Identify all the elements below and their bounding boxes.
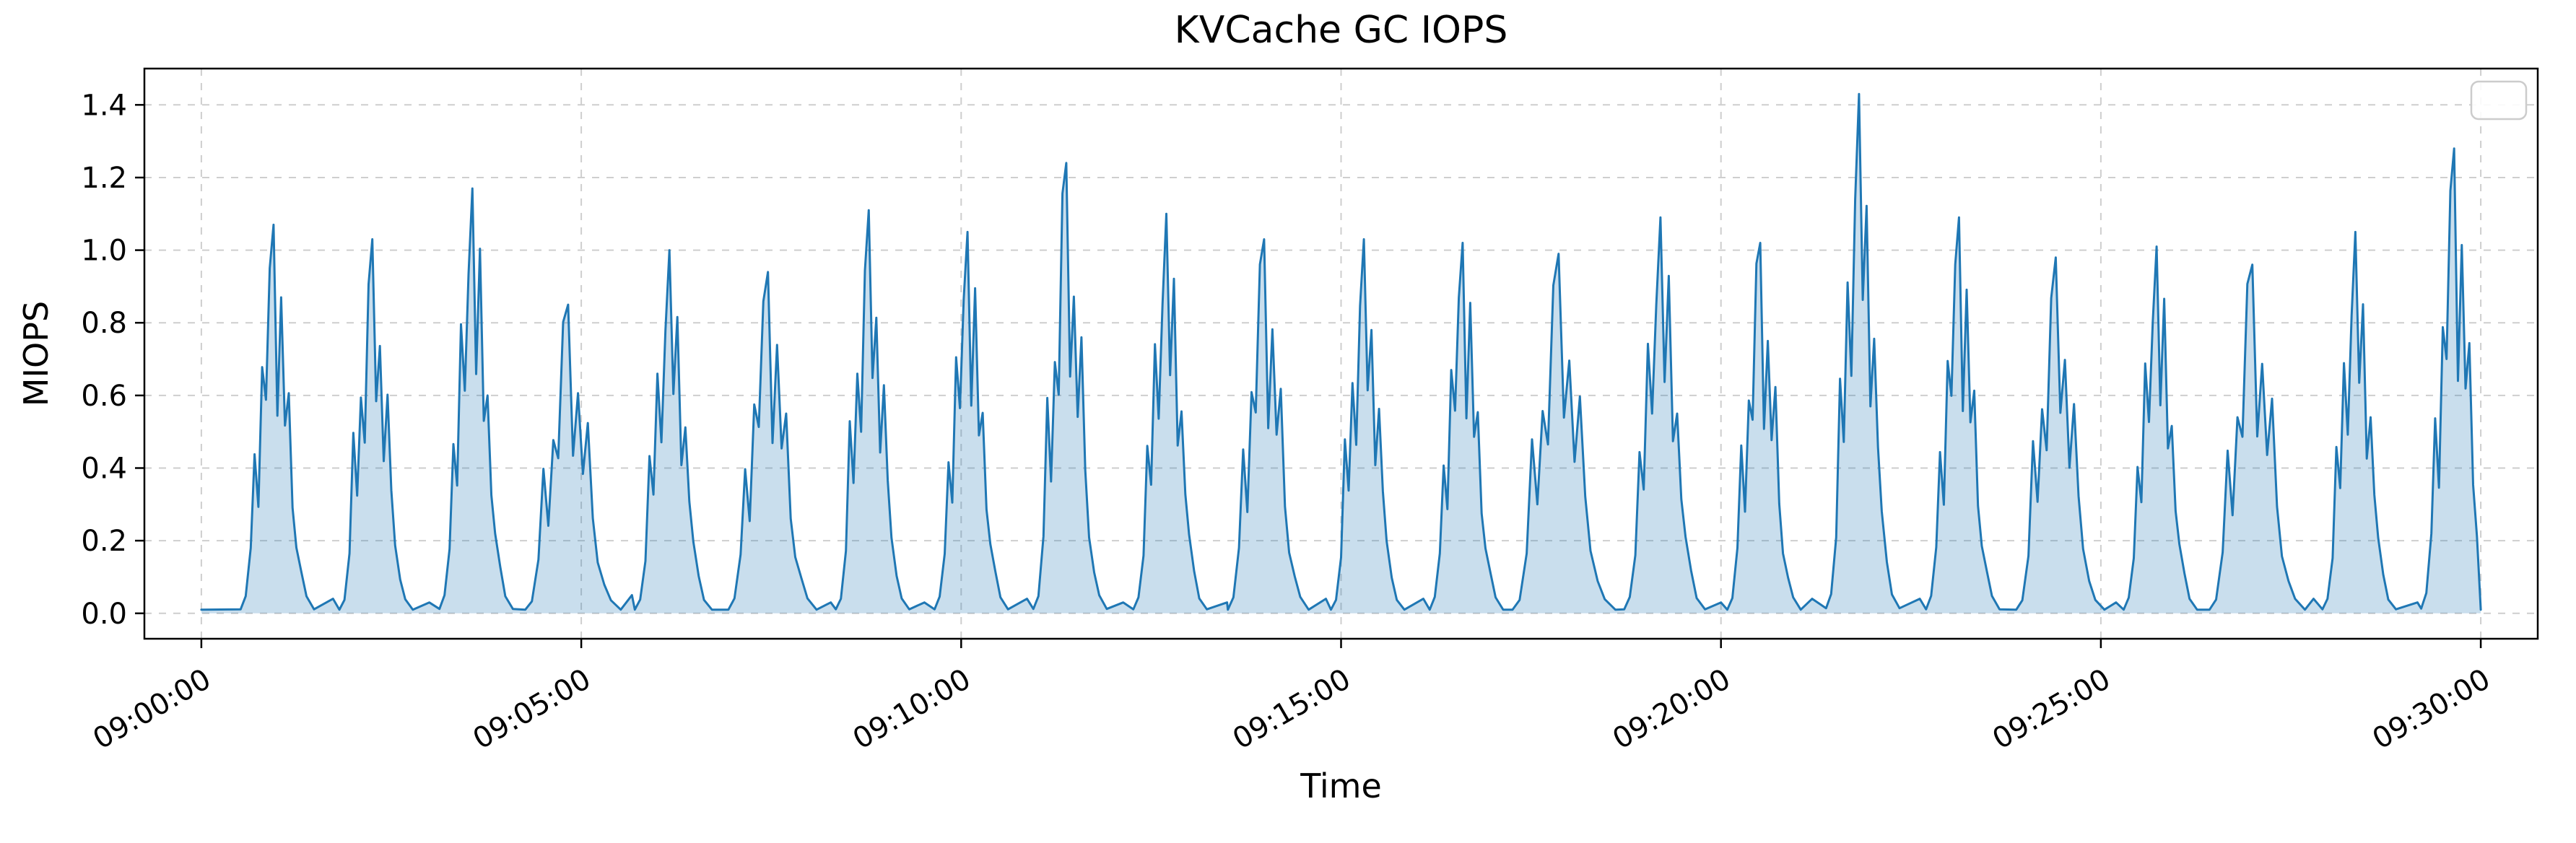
y-tick-label: 0.4 (81, 453, 127, 486)
y-tick-labels: 0.0 0.2 0.4 0.6 0.8 1.0 1.2 1.4 (81, 89, 127, 631)
y-axis-label: MIOPS (17, 300, 56, 407)
grid-lines (144, 69, 2538, 639)
series-line (200, 92, 2482, 611)
x-tick-label: 09:30:00 (2367, 663, 2497, 756)
x-tick-label: 09:00:00 (87, 663, 217, 756)
x-tick-labels: 09:00:00 09:05:00 09:10:00 09:15:00 09:20:00… (87, 663, 2496, 756)
x-tick-label: 09:05:00 (468, 663, 597, 756)
y-tick-label: 0.2 (81, 525, 127, 558)
y-tick-label: 0.6 (81, 380, 127, 413)
x-axis-label: Time (1300, 766, 1382, 805)
series-area-fill (201, 94, 2481, 613)
y-tick-label: 1.2 (81, 162, 127, 195)
x-tick-label: 09:25:00 (1987, 663, 2116, 756)
x-tick-label: 09:20:00 (1607, 663, 1736, 756)
y-tick-label: 1.4 (81, 89, 127, 122)
y-tick-label: 0.8 (81, 307, 127, 340)
tick-marks (135, 104, 2482, 648)
x-tick-label: 09:15:00 (1227, 663, 1357, 756)
legend-box (2470, 80, 2528, 121)
y-tick-label: 1.0 (81, 235, 127, 268)
y-tick-label: 0.0 (81, 598, 127, 631)
chart-title: KVCache GC IOPS (1174, 9, 1508, 52)
x-tick-label: 09:10:00 (848, 663, 977, 756)
